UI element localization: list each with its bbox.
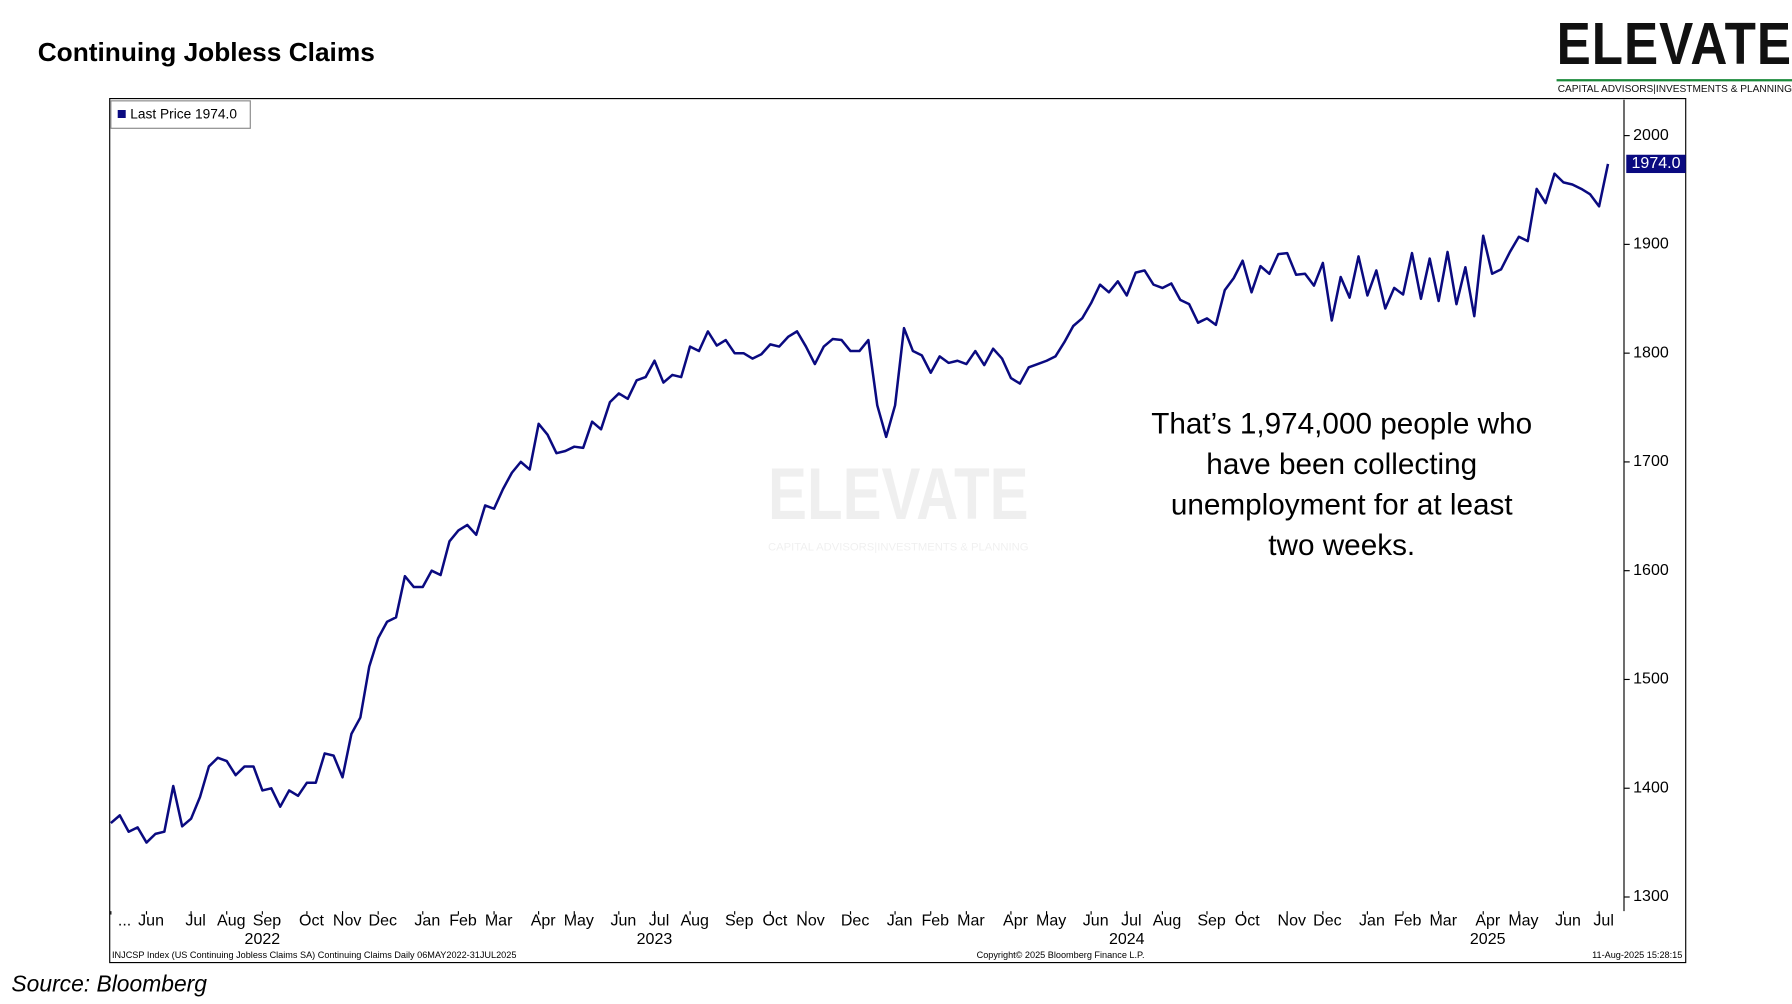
annotation-line: have been collecting <box>1206 448 1477 481</box>
plot: 1300 1400 1500 1600 1700 1800 1900 2000... Jun Ju… <box>110 99 1686 960</box>
x-tick-label: Feb <box>922 913 950 930</box>
x-tick-label: Feb <box>449 913 477 930</box>
annotation-line: That’s 1,974,000 people who <box>1151 407 1532 440</box>
legend-swatch <box>117 110 126 118</box>
year-label: 2023 <box>637 931 673 948</box>
y-tick-label: 1900 <box>1633 236 1669 253</box>
x-tick-label: Nov <box>1278 913 1306 930</box>
x-tick-label: Apr <box>1003 913 1029 930</box>
y-tick-label: 1600 <box>1633 562 1669 579</box>
y-tick-label: 1300 <box>1633 888 1669 905</box>
x-tick-label: Apr <box>531 913 557 930</box>
legend-value: 1974.0 <box>195 106 237 121</box>
last-value-label: 1974.0 <box>1632 155 1681 172</box>
slide-title: Continuing Jobless Claims <box>38 37 375 67</box>
x-tick-label: May <box>1036 913 1066 930</box>
x-tick-label: Jan <box>887 913 913 930</box>
x-tick-label: Mar <box>485 913 513 930</box>
logo: ELEVATE CAPITAL ADVISORS|INVESTMENTS & P… <box>1557 10 1792 95</box>
legend-text: Last Price 1974.0 <box>130 106 237 121</box>
source: Source: Bloomberg <box>11 970 207 996</box>
x-tick-label: Jul <box>1121 913 1141 930</box>
watermark-name: ELEVATE <box>768 454 1029 535</box>
legend-name: Last Price <box>130 106 191 121</box>
legend-box <box>110 100 251 129</box>
logo-tagline: CAPITAL ADVISORS|INVESTMENTS & PLANNING <box>1558 84 1792 95</box>
x-tick-label: ... <box>118 913 131 930</box>
x-tick-label: Jul <box>185 913 205 930</box>
x-tick-label: Feb <box>1394 913 1422 930</box>
y-tick-label: 2000 <box>1633 127 1669 144</box>
annotation-line: unemployment for at least <box>1171 488 1514 521</box>
footer-center: Copyright© 2025 Bloomberg Finance L.P. <box>977 950 1145 960</box>
x-tick-label: Jul <box>649 913 669 930</box>
annotation-line: two weeks. <box>1268 529 1415 562</box>
x-tick-label: Sep <box>253 913 282 930</box>
footer-left: INJCSP Index (US Continuing Jobless Clai… <box>112 950 516 960</box>
x-tick-label: Jul <box>1593 913 1613 930</box>
year-label: 2025 <box>1470 931 1506 948</box>
last-value-tag <box>1626 154 1686 174</box>
y-tick-label: 1700 <box>1633 453 1669 470</box>
footer-right: 11-Aug-2025 15:28:15 <box>1592 950 1682 960</box>
watermark: ELEVATE CAPITAL ADVISORS|INVESTMENTS & P… <box>768 454 1029 554</box>
x-tick-label: Jan <box>1359 913 1385 930</box>
x-tick-label: Dec <box>1313 913 1341 930</box>
x-tick-label: Jun <box>1083 913 1109 930</box>
x-tick-label: Aug <box>217 913 245 930</box>
x-tick-label: May <box>564 913 594 930</box>
x-tick-label: Aug <box>1153 913 1181 930</box>
x-tick-label: May <box>1508 913 1538 930</box>
y-tick-label: 1500 <box>1633 671 1669 688</box>
x-tick-label: Jun <box>1555 913 1581 930</box>
x-tick-label: Mar <box>1429 913 1457 930</box>
x-tick-label: Nov <box>796 913 824 930</box>
x-tick-label: Dec <box>841 913 869 930</box>
x-tick-label: Oct <box>1235 913 1260 930</box>
data-line <box>110 163 1610 844</box>
y-tick-label: 1800 <box>1633 344 1669 361</box>
x-tick-label: Apr <box>1475 913 1501 930</box>
x-tick-label: Nov <box>333 913 361 930</box>
x-tick-label: Sep <box>725 913 754 930</box>
x-tick-label: Oct <box>762 913 787 930</box>
chart-frame <box>109 98 1687 964</box>
x-tick-label: Jun <box>138 913 164 930</box>
x-tick-label: Jan <box>414 913 440 930</box>
x-tick-label: Dec <box>369 913 397 930</box>
year-label: 2022 <box>245 931 281 948</box>
x-tick-label: Aug <box>680 913 708 930</box>
logo-name: ELEVATE <box>1557 10 1792 77</box>
x-tick-label: Mar <box>957 913 985 930</box>
year-label: 2024 <box>1109 931 1145 948</box>
y-tick-label: 1400 <box>1633 779 1669 796</box>
x-tick-label: Sep <box>1197 913 1226 930</box>
watermark-tagline: CAPITAL ADVISORS|INVESTMENTS & PLANNING <box>768 542 1029 554</box>
x-tick-label: Jun <box>610 913 636 930</box>
x-tick-label: Oct <box>299 913 324 930</box>
